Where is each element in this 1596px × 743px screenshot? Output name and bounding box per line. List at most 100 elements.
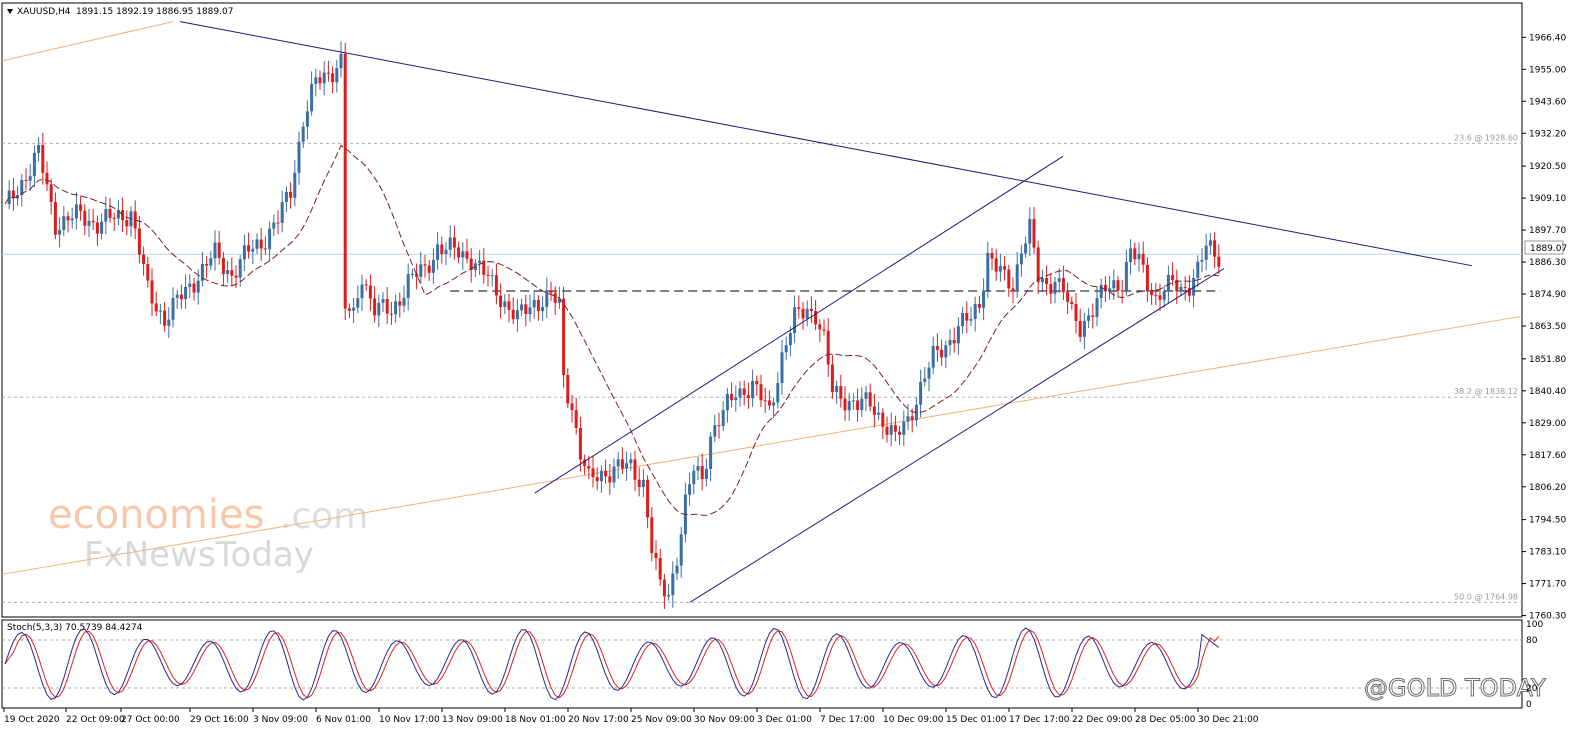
trendlines[interactable] [179, 21, 1473, 603]
candle-body [725, 394, 729, 411]
candle-body [74, 204, 78, 219]
candle-body [969, 318, 973, 321]
candle-body [318, 77, 322, 84]
candle-body [578, 427, 582, 460]
candle-body [108, 209, 112, 218]
candle-body [541, 306, 545, 312]
candle-body [1066, 292, 1070, 302]
candle-body [87, 220, 91, 226]
candle-body [835, 386, 839, 392]
candle-body [893, 425, 897, 432]
candle-body [662, 579, 666, 597]
time-tick-label: 30 Nov 09:00 [694, 715, 755, 725]
price-tick-label: 1897.70 [1529, 226, 1566, 236]
candle-body [415, 273, 419, 277]
candle-body [457, 247, 461, 258]
candle-body [32, 152, 36, 177]
price-tick-label: 1840.40 [1529, 387, 1566, 397]
candle-body [755, 380, 759, 385]
candle-body [927, 367, 931, 379]
stochastic-tick-label: 0 [1526, 700, 1532, 710]
watermark-dotcom: .com [280, 496, 368, 537]
candle-body [700, 466, 704, 480]
candle-body [112, 217, 116, 219]
candle-body [1179, 286, 1183, 292]
candle-body [746, 395, 750, 399]
candle-body [326, 72, 330, 74]
candle-body [373, 298, 377, 316]
candle-body [612, 466, 616, 483]
candle-body [1108, 288, 1112, 292]
candle-body [646, 479, 650, 518]
candle-body [150, 280, 154, 304]
candle-body [440, 244, 444, 255]
fibonacci-levels: 23.6 @ 1928.60 38.2 @ 1838.12 50.0 @ 1764.… [2, 133, 1522, 603]
candle-body [1162, 291, 1166, 300]
channel-upper-line [534, 155, 1064, 494]
stochastic-tick-label: 80 [1526, 636, 1538, 646]
candle-body [448, 237, 452, 250]
candle-body [100, 221, 104, 234]
price-tick-label: 1817.60 [1529, 451, 1566, 461]
candle-body [587, 465, 591, 469]
candle-body [478, 260, 482, 264]
candle-body [784, 345, 788, 353]
candle-body [268, 228, 272, 250]
candle-body [419, 264, 423, 277]
candle-body [385, 299, 389, 314]
candle-body [595, 477, 599, 482]
candle-body [1112, 280, 1116, 289]
candle-body [1124, 262, 1128, 291]
time-tick-label: 25 Nov 09:00 [631, 715, 692, 725]
candle-body [973, 303, 977, 319]
candle-body [1011, 288, 1015, 292]
candle-body [1015, 264, 1019, 292]
candle-body [305, 111, 309, 127]
candle-body [142, 254, 146, 264]
time-tick-label: 22 Dec 09:00 [1072, 715, 1133, 725]
candle-body [793, 307, 797, 334]
candle-body [461, 251, 465, 258]
candle-body [314, 77, 318, 84]
candle-body [37, 145, 41, 153]
candle-body [667, 595, 671, 597]
candle-body [444, 249, 448, 255]
time-tick-label: 10 Nov 17:00 [379, 715, 440, 725]
candle-body [536, 299, 540, 312]
candle-body [952, 340, 956, 344]
candle-body [864, 392, 868, 399]
candle-body [116, 210, 120, 219]
channel-lower-line [689, 268, 1225, 603]
candle-body [1141, 253, 1145, 265]
dropdown-icon[interactable] [7, 9, 13, 14]
candle-body [1045, 277, 1049, 285]
candle-body [247, 245, 251, 252]
stochastic-panel: Stoch(5,3,3) 70.5739 84.4274 0 20 80 100 [2, 620, 1543, 710]
candle-body [524, 304, 528, 315]
candle-body [1040, 277, 1044, 283]
watermark-economies: economies [48, 492, 264, 538]
candle-body [898, 431, 902, 435]
candle-body [994, 258, 998, 272]
candle-body [780, 352, 784, 384]
candle-body [1024, 243, 1028, 254]
candle-body [620, 459, 624, 469]
candle-body [234, 275, 238, 278]
candle-body [125, 220, 129, 227]
stochastic-pane-border [1, 619, 1523, 709]
candle-body [343, 53, 347, 309]
time-tick-label: 19 Oct 2020 [4, 715, 60, 725]
candle-body [872, 406, 876, 415]
candle-body [856, 400, 860, 411]
candle-body [881, 412, 885, 427]
candle-body [671, 573, 675, 596]
candle-body [45, 172, 49, 185]
candle-body [49, 184, 53, 203]
fib-level-label: 50.0 @ 1764.98 [1454, 592, 1518, 601]
price-tick-label: 1760.30 [1529, 612, 1566, 622]
candle-body [532, 299, 536, 308]
candle-body [1158, 295, 1162, 300]
candle-body [83, 210, 87, 226]
candle-body [788, 333, 792, 346]
